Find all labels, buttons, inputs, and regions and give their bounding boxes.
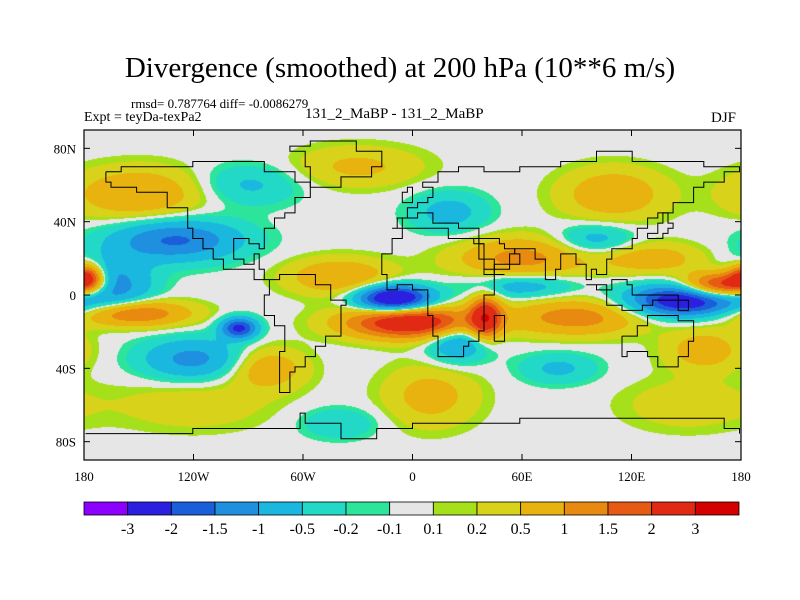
divergence-field [84, 130, 741, 460]
x-tick-label: 180 [731, 469, 751, 484]
y-tick-label: 80S [56, 435, 76, 450]
colorbar-label: -2 [165, 521, 178, 538]
x-tick-label: 120E [618, 469, 646, 484]
colorbar-swatch [607, 501, 653, 516]
x-tick-label: 120W [178, 469, 211, 484]
colorbar-swatch [301, 501, 347, 516]
colorbar-label: -0.1 [377, 521, 402, 538]
season-label: DJF [711, 110, 737, 126]
x-tick-label: 180 [74, 469, 94, 484]
colorbar-swatch [170, 501, 216, 516]
colorbar-swatch [389, 501, 434, 516]
japan-coast [647, 212, 674, 239]
colorbar-swatch [127, 501, 172, 516]
colorbar-label: 0.2 [467, 521, 487, 538]
eurasia-coast [392, 150, 740, 281]
colorbar-swatch [476, 501, 522, 516]
colorbar-swatch [432, 501, 478, 516]
colorbar-swatch [258, 501, 303, 516]
uk-coast [401, 186, 413, 204]
indonesia-coast [586, 279, 689, 311]
australia-coast [621, 315, 695, 368]
y-tick-label: 40S [56, 361, 76, 376]
chart-subtitle: 131_2_MaBP - 131_2_MaBP [305, 106, 484, 122]
colorbar-label: -0.2 [333, 521, 358, 538]
colorbar-label: -1 [252, 521, 265, 538]
x-tick-label: 60E [512, 469, 533, 484]
experiment-label: Expt = teyDa-texPa2 [84, 110, 202, 125]
colorbar-swatch [214, 501, 260, 516]
colorbar-swatch [651, 501, 696, 516]
colorbar-label: 0.5 [511, 521, 531, 538]
colorbar-label: -1.5 [202, 521, 227, 538]
colorbar-label: 1.5 [598, 521, 618, 538]
y-tick-label: 80N [54, 141, 77, 156]
x-tick-label: 0 [409, 469, 416, 484]
colorbar-swatch [520, 501, 565, 516]
map-plot [83, 129, 742, 461]
y-tick-label: 0 [70, 288, 77, 303]
y-tick-label: 40N [54, 215, 77, 230]
colorbar: -3 -2 -1.5 -1 -0.5 -0.2 -0.1 0.1 0.2 0.5 1 1.5 2 3 [83, 501, 740, 538]
south-america-coast [263, 274, 347, 393]
x-tick-label: 60W [290, 469, 316, 484]
colorbar-label: 0.1 [423, 521, 443, 538]
stats-text: rmsd= 0.787764 diff= -0.0086279 [131, 96, 309, 111]
axes: 180 120W 60W 0 60E 120E 180 80N 40N 0 40S 80S [54, 130, 751, 484]
madagascar-coast [493, 315, 505, 342]
colorbar-label: -3 [121, 521, 134, 538]
colorbar-label: 1 [560, 521, 568, 538]
colorbar-label: -0.5 [290, 521, 315, 538]
chart-title: Divergence (smoothed) at 200 hPa (10**6 … [124, 52, 676, 84]
colorbar-label: 3 [691, 521, 699, 538]
colorbar-swatch [83, 501, 129, 516]
arabia-coast [478, 238, 521, 270]
africa-coast [381, 227, 505, 358]
colorbar-swatch [563, 501, 609, 516]
colorbar-swatch [694, 501, 740, 516]
colorbar-swatch [345, 501, 391, 516]
greenland-coast [289, 140, 383, 188]
antarctica-coast [85, 412, 740, 440]
colorbar-label: 2 [648, 521, 656, 538]
north-america-coast [105, 161, 311, 281]
coastlines [85, 140, 740, 440]
